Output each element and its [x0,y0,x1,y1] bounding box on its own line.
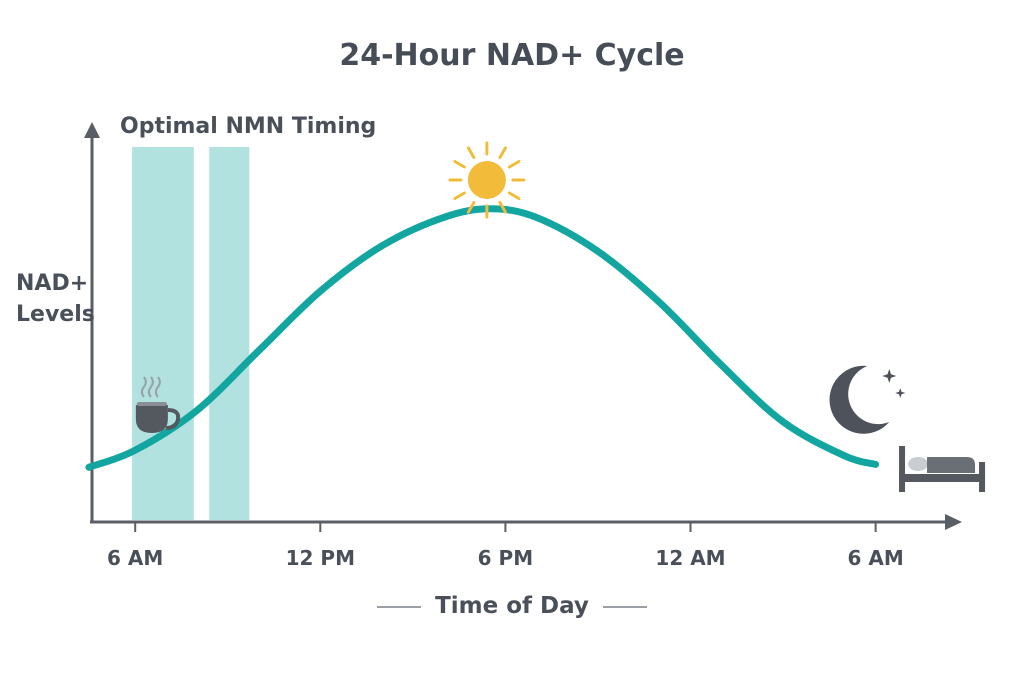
x-tick-marks [134,522,877,532]
coffee-cup-icon [135,376,181,433]
moon-stars-icon [829,365,906,434]
axes [84,122,962,530]
x-axis-label-text: Time of Day [435,593,589,619]
sun-icon [448,141,526,219]
nmn-timing-bands [132,147,250,520]
x-tick-label-2: 12 PM [285,546,355,570]
x-label-rule-left [377,605,422,608]
icons [135,141,986,492]
x-tick-label-5: 6 AM [847,546,904,570]
bed-icon [899,446,986,492]
chart-title: 24-Hour NAD+ Cycle [339,38,685,73]
x-tick-label-4: 12 AM [655,546,726,570]
nad-level-curve [85,205,880,471]
y-axis-arrow [84,122,100,138]
nmn-timing-band-2 [209,147,250,520]
x-label-rule-right [602,605,647,608]
x-tick-label-1: 6 AM [107,546,164,570]
x-axis-label: Time of Day [0,593,1024,619]
nmn-timing-label: Optimal NMN Timing [120,114,377,139]
y-axis-label: NAD+ Levels [16,271,95,327]
x-axis-arrow [945,514,962,530]
nmn-timing-band-1 [132,147,194,520]
x-tick-label-3: 6 PM [477,546,534,570]
